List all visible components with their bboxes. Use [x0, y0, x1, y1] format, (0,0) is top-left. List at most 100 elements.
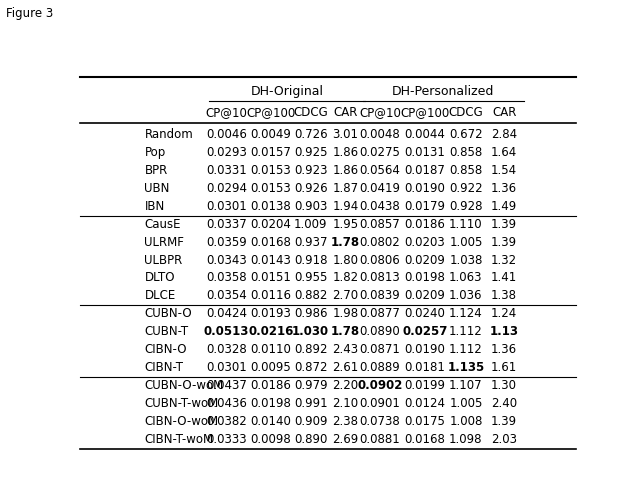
Text: 0.0198: 0.0198 — [404, 271, 445, 285]
Text: Random: Random — [145, 128, 193, 141]
Text: 0.0187: 0.0187 — [404, 164, 445, 177]
Text: 0.0358: 0.0358 — [206, 271, 246, 285]
Text: 0.0301: 0.0301 — [206, 200, 246, 213]
Text: 1.80: 1.80 — [332, 253, 358, 266]
Text: 0.909: 0.909 — [294, 415, 328, 428]
Text: 0.0110: 0.0110 — [250, 343, 291, 356]
Text: 0.0802: 0.0802 — [360, 236, 401, 248]
Text: 0.872: 0.872 — [294, 361, 328, 374]
Text: 0.0881: 0.0881 — [360, 433, 401, 446]
Text: 0.918: 0.918 — [294, 253, 328, 266]
Text: 1.86: 1.86 — [332, 146, 358, 159]
Text: CP@10: CP@10 — [359, 106, 401, 119]
Text: 0.0151: 0.0151 — [250, 271, 291, 285]
Text: 0.926: 0.926 — [294, 182, 328, 195]
Text: DH-Original: DH-Original — [251, 85, 324, 98]
Text: 2.43: 2.43 — [332, 343, 358, 356]
Text: 1.86: 1.86 — [332, 164, 358, 177]
Text: 2.10: 2.10 — [332, 397, 358, 410]
Text: 2.38: 2.38 — [332, 415, 358, 428]
Text: ULRMF: ULRMF — [145, 236, 184, 248]
Text: 0.0902: 0.0902 — [357, 379, 403, 392]
Text: 2.61: 2.61 — [332, 361, 358, 374]
Text: 1.107: 1.107 — [449, 379, 483, 392]
Text: 0.0153: 0.0153 — [251, 164, 291, 177]
Text: 0.0240: 0.0240 — [404, 308, 445, 320]
Text: Pop: Pop — [145, 146, 166, 159]
Text: 1.135: 1.135 — [447, 361, 484, 374]
Text: 1.39: 1.39 — [491, 218, 517, 231]
Text: 1.64: 1.64 — [491, 146, 517, 159]
Text: 0.0294: 0.0294 — [206, 182, 247, 195]
Text: 1.94: 1.94 — [332, 200, 358, 213]
Text: 0.882: 0.882 — [294, 290, 327, 303]
Text: CIBN-T: CIBN-T — [145, 361, 184, 374]
Text: 1.38: 1.38 — [491, 290, 517, 303]
Text: CIBN-O-woM: CIBN-O-woM — [145, 415, 219, 428]
Text: ULBPR: ULBPR — [145, 253, 183, 266]
Text: 0.0889: 0.0889 — [360, 361, 401, 374]
Text: 0.0131: 0.0131 — [404, 146, 445, 159]
Text: 0.0181: 0.0181 — [404, 361, 445, 374]
Text: 0.0157: 0.0157 — [250, 146, 291, 159]
Text: 0.0839: 0.0839 — [360, 290, 401, 303]
Text: 3.01: 3.01 — [332, 128, 358, 141]
Text: 0.0124: 0.0124 — [404, 397, 445, 410]
Text: 1.008: 1.008 — [449, 415, 483, 428]
Text: CP@100: CP@100 — [400, 106, 449, 119]
Text: 1.49: 1.49 — [491, 200, 517, 213]
Text: 0.0175: 0.0175 — [404, 415, 445, 428]
Text: 0.0333: 0.0333 — [206, 433, 246, 446]
Text: 1.112: 1.112 — [449, 325, 483, 338]
Text: 0.0359: 0.0359 — [206, 236, 246, 248]
Text: 1.112: 1.112 — [449, 343, 483, 356]
Text: 1.78: 1.78 — [331, 325, 360, 338]
Text: 0.0098: 0.0098 — [251, 433, 291, 446]
Text: CDCG: CDCG — [449, 106, 483, 119]
Text: 1.32: 1.32 — [491, 253, 517, 266]
Text: 0.0436: 0.0436 — [206, 397, 247, 410]
Text: CUBN-T-woM: CUBN-T-woM — [145, 397, 219, 410]
Text: 2.69: 2.69 — [332, 433, 358, 446]
Text: DLCE: DLCE — [145, 290, 176, 303]
Text: 2.03: 2.03 — [491, 433, 517, 446]
Text: 1.98: 1.98 — [332, 308, 358, 320]
Text: 0.0438: 0.0438 — [360, 200, 401, 213]
Text: 2.70: 2.70 — [332, 290, 358, 303]
Text: 0.0871: 0.0871 — [360, 343, 401, 356]
Text: CAR: CAR — [333, 106, 358, 119]
Text: 0.0193: 0.0193 — [250, 308, 291, 320]
Text: 0.903: 0.903 — [294, 200, 327, 213]
Text: 0.0564: 0.0564 — [360, 164, 401, 177]
Text: CIBN-T-woM: CIBN-T-woM — [145, 433, 214, 446]
Text: 1.036: 1.036 — [449, 290, 483, 303]
Text: 0.0343: 0.0343 — [206, 253, 246, 266]
Text: 0.0337: 0.0337 — [206, 218, 246, 231]
Text: 0.858: 0.858 — [449, 146, 483, 159]
Text: 0.0209: 0.0209 — [404, 290, 445, 303]
Text: 1.009: 1.009 — [294, 218, 328, 231]
Text: 1.030: 1.030 — [292, 325, 329, 338]
Text: 0.0048: 0.0048 — [360, 128, 401, 141]
Text: IBN: IBN — [145, 200, 164, 213]
Text: DH-Personalized: DH-Personalized — [392, 85, 495, 98]
Text: 0.923: 0.923 — [294, 164, 328, 177]
Text: 1.063: 1.063 — [449, 271, 483, 285]
Text: 1.24: 1.24 — [491, 308, 517, 320]
Text: CDCG: CDCG — [293, 106, 328, 119]
Text: 0.890: 0.890 — [294, 433, 327, 446]
Text: CUBN-T: CUBN-T — [145, 325, 189, 338]
Text: 1.098: 1.098 — [449, 433, 483, 446]
Text: 0.922: 0.922 — [449, 182, 483, 195]
Text: 0.0354: 0.0354 — [206, 290, 246, 303]
Text: 0.858: 0.858 — [449, 164, 483, 177]
Text: 1.124: 1.124 — [449, 308, 483, 320]
Text: 0.672: 0.672 — [449, 128, 483, 141]
Text: 0.0257: 0.0257 — [402, 325, 447, 338]
Text: 0.0293: 0.0293 — [206, 146, 247, 159]
Text: CIBN-O: CIBN-O — [145, 343, 187, 356]
Text: 1.13: 1.13 — [490, 325, 518, 338]
Text: 0.0153: 0.0153 — [251, 182, 291, 195]
Text: 0.955: 0.955 — [294, 271, 327, 285]
Text: 0.0116: 0.0116 — [250, 290, 291, 303]
